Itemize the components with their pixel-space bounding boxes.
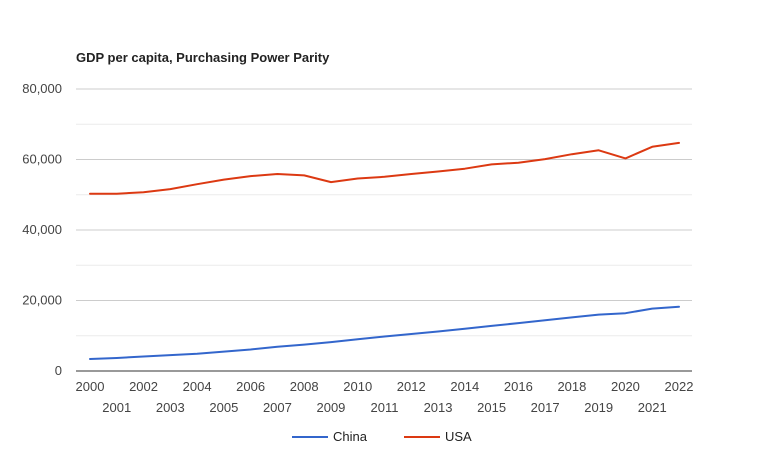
x-tick-label: 2001 (102, 400, 131, 415)
y-tick-label: 60,000 (22, 152, 62, 167)
x-tick-label: 2007 (263, 400, 292, 415)
x-tick-label: 2022 (665, 379, 694, 394)
x-tick-label: 2004 (183, 379, 212, 394)
y-tick-label: 40,000 (22, 222, 62, 237)
x-tick-label: 2003 (156, 400, 185, 415)
x-tick-label: 2016 (504, 379, 533, 394)
series-line-usa (89, 141, 680, 195)
x-tick-label: 2011 (371, 400, 399, 415)
legend-label: USA (445, 429, 472, 444)
x-tick-label: 2019 (584, 400, 613, 415)
series-lines (89, 141, 680, 360)
x-tick-label: 2002 (129, 379, 158, 394)
chart-title: GDP per capita, Purchasing Power Parity (76, 50, 330, 65)
y-tick-label: 20,000 (22, 293, 62, 308)
x-axis-tick-labels: 2000 2001 2002 2003 2004 2005 2006 2007 2008 2009… (76, 379, 694, 415)
series-line-china (89, 305, 680, 360)
y-axis-tick-labels: 0 20,000 40,000 60,000 80,000 (22, 81, 62, 378)
x-tick-label: 2015 (477, 400, 506, 415)
legend-label: China (333, 429, 368, 444)
legend: China USA (292, 429, 472, 444)
x-tick-label: 2000 (76, 379, 105, 394)
gridlines (76, 88, 692, 372)
x-tick-label: 2017 (531, 400, 560, 415)
x-tick-label: 2006 (236, 379, 265, 394)
legend-item-usa: USA (404, 429, 472, 444)
x-tick-label: 2010 (343, 379, 372, 394)
x-tick-label: 2014 (450, 379, 479, 394)
x-tick-label: 2009 (316, 400, 345, 415)
x-tick-label: 2018 (557, 379, 586, 394)
x-tick-label: 2005 (209, 400, 238, 415)
legend-item-china: China (292, 429, 368, 444)
x-tick-label: 2012 (397, 379, 426, 394)
x-tick-label: 2021 (638, 400, 667, 415)
x-tick-label: 2008 (290, 379, 319, 394)
y-tick-label: 80,000 (22, 81, 62, 96)
x-tick-label: 2020 (611, 379, 640, 394)
x-tick-label: 2013 (424, 400, 453, 415)
y-tick-label: 0 (55, 363, 62, 378)
